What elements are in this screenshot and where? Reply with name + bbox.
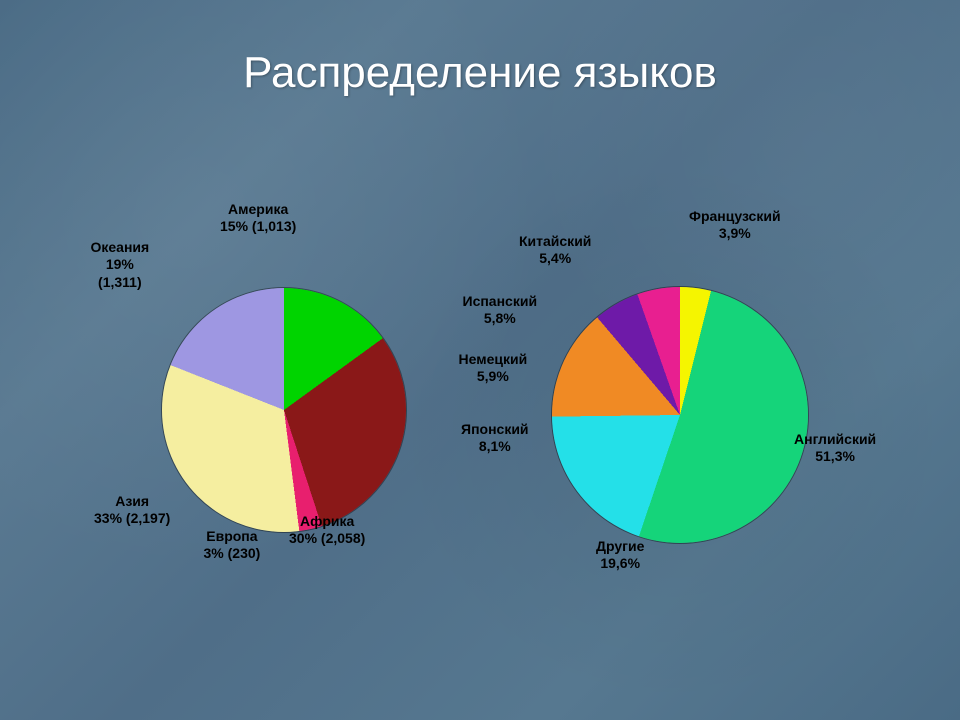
- pie-chart-languages: [552, 287, 808, 543]
- page-title: Распределение языков: [0, 48, 960, 98]
- languages-label-other: Другие19,6%: [596, 538, 644, 573]
- regions-label-asia: Азия33% (2,197): [94, 493, 170, 528]
- languages-label-spanish: Испанский5,8%: [463, 293, 538, 328]
- languages-label-english: Английский51,3%: [794, 431, 876, 466]
- regions-label-africa: Африка30% (2,058): [289, 513, 365, 548]
- regions-label-oceania: Океания19%(1,311): [91, 239, 150, 292]
- languages-label-french: Французский3,9%: [689, 208, 781, 243]
- regions-label-america: Америка15% (1,013): [220, 201, 296, 236]
- languages-label-german: Немецкий5,9%: [459, 351, 528, 386]
- regions-label-europe: Европа3% (230): [204, 528, 261, 563]
- languages-label-chinese: Китайский5,4%: [519, 233, 591, 268]
- languages-label-japanese: Японский8,1%: [461, 421, 529, 456]
- pie-chart-regions: [162, 288, 406, 532]
